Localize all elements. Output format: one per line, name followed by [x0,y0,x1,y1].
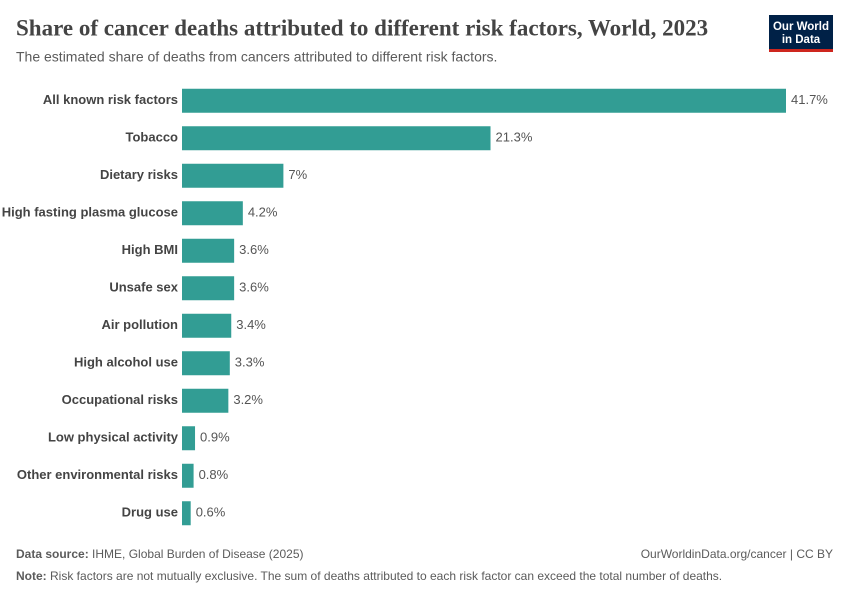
logo-stripe [769,49,833,52]
bar [182,426,196,451]
note-text: Risk factors are not mutually exclusive.… [50,569,722,583]
value-label: 3.4% [236,317,266,332]
value-label: 4.2% [248,205,278,220]
category-label: Drug use [122,505,178,520]
category-label: Dietary risks [100,167,178,182]
bar [182,238,235,263]
value-label: 0.9% [200,430,230,445]
value-label: 3.3% [235,355,265,370]
value-label: 0.6% [196,505,226,520]
value-label: 7% [288,167,307,182]
source-text: IHME, Global Burden of Disease (2025) [92,547,303,561]
bar [182,126,491,151]
category-label: Other environmental risks [17,467,178,482]
note-label: Note: [16,569,47,583]
category-label: Unsafe sex [109,280,178,295]
bar [182,88,786,113]
bar [182,351,230,376]
value-label: 0.8% [199,467,229,482]
logo-text: Our World [773,21,829,33]
category-label: Tobacco [126,130,179,145]
value-label: 3.2% [233,392,263,407]
chart-title: Share of cancer deaths attributed to dif… [16,15,708,40]
category-label: High fasting plasma glucose [2,205,178,220]
source: Data source: IHME, Global Burden of Dise… [16,547,303,561]
bar [182,201,243,226]
logo-box [769,15,833,52]
link[interactable]: OurWorldinData.org/cancer | CC BY [641,547,833,561]
bar [182,313,232,338]
value-label: 21.3% [496,130,533,145]
chart-subtitle: The estimated share of deaths from cance… [16,49,497,65]
category-label: All known risk factors [43,92,178,107]
category-label: High BMI [122,242,178,257]
value-label: 3.6% [239,280,269,295]
category-label: Occupational risks [62,392,178,407]
bar [182,388,229,413]
logo[interactable]: Our World in Data [769,15,833,52]
bar [182,463,194,488]
value-label: 3.6% [239,242,269,257]
bar [182,276,235,301]
bar [182,501,191,526]
bar [182,163,284,188]
category-label: Air pollution [101,317,178,332]
logo-text: in Data [782,34,821,46]
category-label: High alcohol use [74,355,178,370]
category-label: Low physical activity [48,430,179,445]
value-label: 41.7% [791,92,828,107]
note: Note: Risk factors are not mutually excl… [16,569,722,583]
source-label: Data source: [16,547,89,561]
